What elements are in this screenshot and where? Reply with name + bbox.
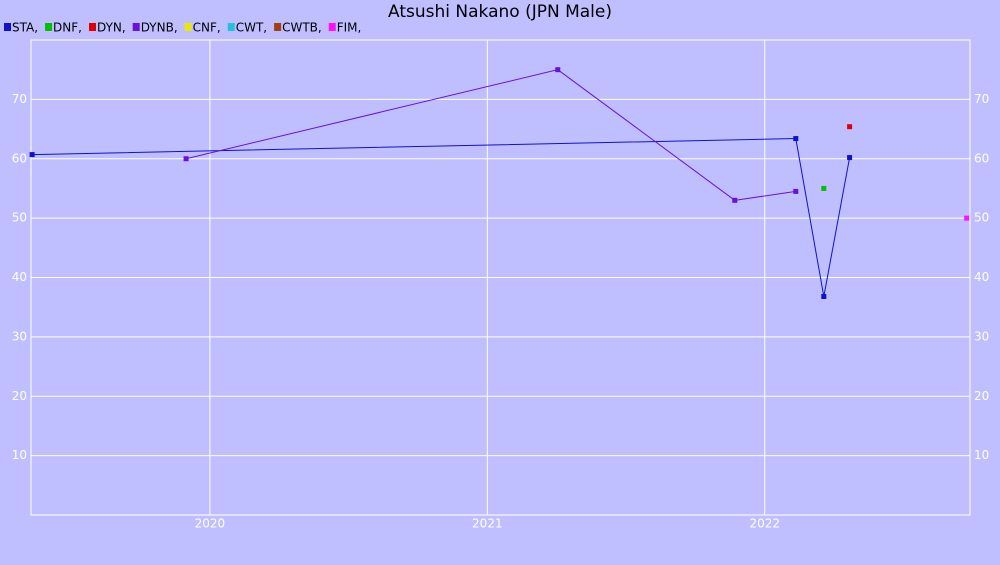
y2-tick-label: 20 — [974, 389, 989, 403]
legend-swatch — [184, 23, 192, 31]
data-point — [821, 185, 827, 191]
y2-tick-label: 10 — [974, 448, 989, 462]
legend-label: FIM, — [337, 21, 362, 35]
data-point — [793, 188, 799, 194]
legend-label: CWTB, — [282, 21, 322, 35]
legend-label: CWT, — [236, 21, 267, 35]
data-point — [847, 155, 853, 161]
data-point — [964, 215, 970, 221]
data-point — [793, 136, 799, 142]
x-tick-label: 2022 — [749, 517, 780, 531]
y-tick-label: 40 — [12, 270, 27, 284]
data-point — [821, 294, 827, 299]
y-tick-label: 20 — [12, 389, 27, 403]
legend-label: DNF, — [53, 21, 82, 35]
data-point — [183, 156, 189, 162]
legend-label: DYN, — [97, 21, 126, 35]
legend-label: DYNB, — [141, 21, 178, 35]
legend-swatch — [227, 23, 235, 31]
series-line — [185, 69, 796, 201]
legend-swatch — [328, 23, 336, 31]
y2-tick-label: 40 — [974, 270, 989, 284]
y2-tick-label: 60 — [974, 151, 989, 165]
data-point — [732, 197, 738, 203]
y-tick-label: 70 — [12, 92, 27, 106]
legend-label: CNF, — [193, 21, 221, 35]
legend-swatch — [88, 23, 96, 31]
legend-swatch — [45, 23, 53, 31]
x-tick-label: 2020 — [195, 517, 226, 531]
legend-swatch — [132, 23, 140, 31]
series-line — [32, 138, 851, 297]
data-point — [29, 152, 35, 158]
y-tick-label: 30 — [12, 329, 27, 343]
y-tick-label: 10 — [12, 448, 27, 462]
data-point — [555, 67, 561, 73]
y-tick-label: 60 — [12, 151, 27, 165]
y-tick-label: 50 — [12, 211, 27, 225]
x-tick-label: 2021 — [472, 517, 503, 531]
data-point — [847, 124, 853, 130]
legend-swatch — [274, 23, 282, 31]
y2-tick-label: 50 — [974, 211, 989, 225]
y2-tick-label: 70 — [974, 92, 989, 106]
chart-title: Atsushi Nakano (JPN Male) — [388, 2, 612, 22]
legend-swatch — [4, 23, 11, 31]
y2-tick-label: 30 — [974, 329, 989, 343]
legend-label: STA, — [12, 21, 38, 35]
